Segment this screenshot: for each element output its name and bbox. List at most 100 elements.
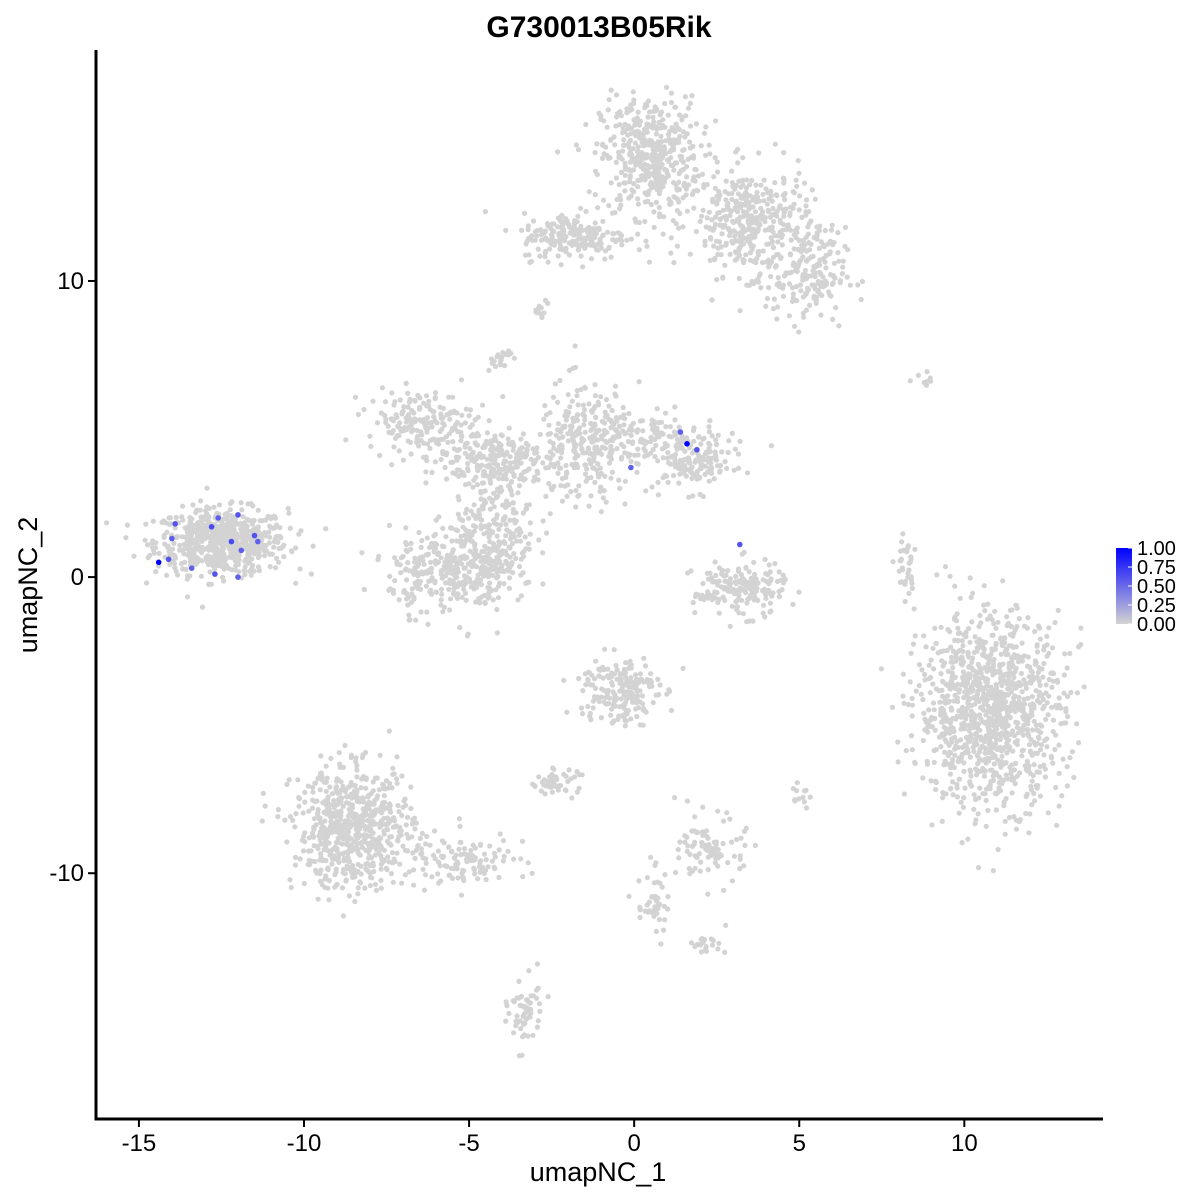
data-point [194,546,200,552]
data-point [642,104,648,111]
data-point [746,282,753,288]
data-point [340,764,346,771]
data-point [713,118,719,124]
data-point [1064,665,1070,671]
data-point [1034,698,1041,704]
data-point [1020,727,1026,733]
data-point [724,206,730,212]
data-point [635,446,641,452]
data-point [641,446,647,452]
data-point [981,738,988,745]
data-point [711,243,717,249]
data-point [405,404,411,410]
data-point [498,551,504,557]
data-point [924,761,931,767]
data-point [952,583,958,589]
data-point [482,444,488,450]
data-point [340,866,347,873]
data-point [656,204,662,211]
data-point [909,702,916,708]
data-point [612,142,618,148]
data-point [617,109,623,115]
data-point [274,555,280,562]
data-point [741,213,747,219]
data-point [759,259,766,266]
data-point [1022,682,1029,688]
data-point [592,479,598,485]
data-point [800,314,807,320]
data-point [174,534,180,540]
data-point [971,649,977,656]
data-point [457,624,463,631]
data-point [1064,783,1070,789]
data-point [396,809,402,815]
data-point [226,565,232,572]
data-point [477,464,483,470]
data-point [1006,814,1013,821]
data-point [595,247,601,253]
data-point [459,594,465,600]
data-point [657,185,663,191]
data-point [751,281,757,287]
data-point [764,295,771,302]
data-point [1076,644,1082,650]
data-point [241,533,247,539]
data-point [771,296,778,302]
data-point [803,197,810,203]
data-point [635,196,641,202]
data-point [740,224,746,230]
data-point [762,219,768,225]
data-point [793,177,799,183]
data-point [444,411,450,418]
data-points [103,84,1087,1059]
data-point [923,644,929,650]
data-point [473,599,479,605]
data-point [1056,695,1062,701]
data-point [1044,633,1050,640]
data-point [680,147,686,153]
data-point [643,488,649,494]
data-point [835,230,841,236]
data-point [988,779,994,785]
data-point [813,300,819,306]
data-point [756,150,762,156]
data-point [450,547,456,553]
data-point [297,566,303,572]
data-point [922,677,928,683]
data-point [1074,721,1080,727]
data-point [833,305,839,311]
data-point [559,223,565,229]
data-point [1008,689,1015,695]
data-point [470,484,476,490]
data-point [733,182,740,189]
data-point [145,555,151,561]
data-point [456,446,462,453]
data-point [429,469,435,476]
data-point [611,134,617,140]
data-point [585,445,592,451]
data-point [968,714,975,720]
data-point [501,452,507,458]
data-point [663,84,670,90]
data-point [572,226,578,232]
data-point [1059,793,1065,799]
data-point [989,743,995,749]
data-point [433,589,439,595]
data-point [649,484,655,490]
data-point [830,316,836,322]
data-point [464,554,470,561]
data-point [432,828,438,834]
data-point [780,175,787,181]
data-point [438,456,444,463]
data-point [223,538,229,545]
data-point [962,684,969,690]
data-point [412,419,418,425]
data-point [424,535,430,541]
data-point [583,121,589,128]
data-point [518,436,524,442]
data-point [823,265,829,271]
data-point [758,205,764,212]
data-point [506,544,512,550]
data-point [992,608,998,615]
data-point [971,679,977,685]
